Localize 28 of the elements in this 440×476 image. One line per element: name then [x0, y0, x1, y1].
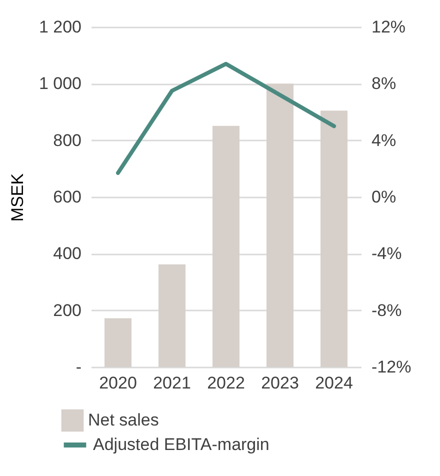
- bar: [104, 318, 132, 367]
- y-tick-label: 1 200: [38, 18, 82, 36]
- y-tick-label: 200: [53, 300, 82, 320]
- y2-tick-label: 0%: [372, 188, 396, 206]
- y2-tick-label: -8%: [372, 300, 402, 320]
- y-tick-label: 600: [53, 188, 82, 206]
- x-tick-label: 2023: [261, 374, 299, 392]
- x-tick-label: 2020: [99, 374, 137, 392]
- bar: [212, 126, 240, 367]
- bar: [158, 264, 186, 367]
- y2-tick-label: 4%: [372, 130, 396, 150]
- y2-tick-label: -12%: [372, 358, 412, 376]
- y-tick-label: 400: [53, 244, 82, 264]
- x-tick-label: 2024: [315, 374, 353, 392]
- legend-label: Adjusted EBITA-margin: [93, 435, 270, 454]
- legend-label: Net sales: [88, 410, 159, 430]
- x-tick-label: 2022: [207, 374, 245, 392]
- y-tick-label: -: [76, 358, 82, 376]
- x-tick-label: 2021: [153, 374, 191, 392]
- y2-tick-label: 12%: [372, 18, 406, 36]
- bar: [266, 84, 294, 367]
- y2-tick-label: 8%: [372, 74, 396, 94]
- y-axis-title: MSEK: [8, 172, 27, 222]
- y-tick-label: 800: [53, 130, 82, 150]
- bar: [320, 110, 348, 367]
- y2-tick-label: -4%: [372, 244, 402, 264]
- y-tick-label: 1 000: [38, 74, 82, 94]
- line-series: [116, 62, 336, 175]
